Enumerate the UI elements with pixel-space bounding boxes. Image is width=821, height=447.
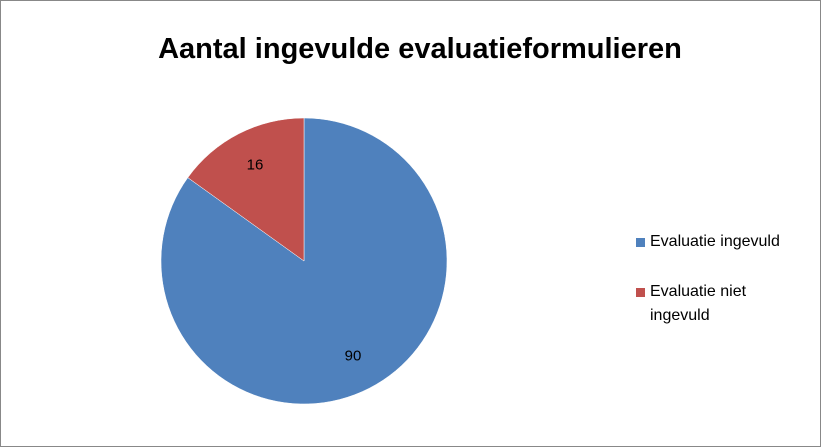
chart-title: Aantal ingevulde evaluatieformulieren bbox=[158, 33, 682, 65]
data-label: 16 bbox=[247, 157, 264, 174]
data-label: 90 bbox=[345, 347, 362, 364]
legend-entry: Evaluatie ingevuld bbox=[636, 230, 816, 254]
legend-swatch bbox=[636, 288, 645, 297]
pie-slice bbox=[160, 117, 448, 405]
legend-swatch bbox=[636, 238, 645, 247]
legend-entry: Evaluatie niet ingevuld bbox=[636, 280, 816, 328]
legend-label: Evaluatie ingevuld bbox=[650, 233, 780, 250]
legend-label: Evaluatie niet ingevuld bbox=[650, 283, 747, 324]
pie-slice bbox=[187, 117, 305, 262]
legend: Evaluatie ingevuld Evaluatie niet ingevul… bbox=[636, 230, 816, 354]
